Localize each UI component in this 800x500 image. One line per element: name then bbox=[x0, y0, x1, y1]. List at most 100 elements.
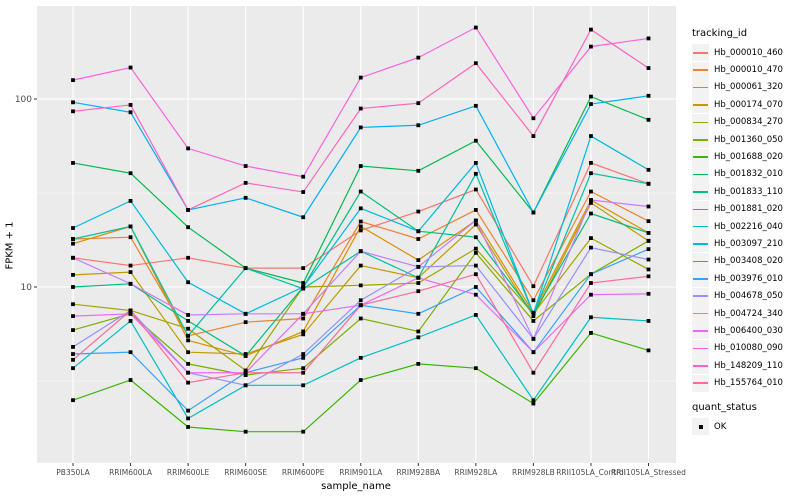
data-point-Hb_001360_050 bbox=[358, 316, 363, 321]
data-point-Hb_003408_020 bbox=[71, 100, 75, 105]
legend-entry: Hb_000834_270 bbox=[692, 113, 798, 131]
legend-entry: Hb_148209_110 bbox=[692, 357, 798, 375]
data-point-Hb_000010_460 bbox=[301, 266, 306, 271]
data-point-Hb_006400_030 bbox=[416, 275, 421, 280]
data-point-Hb_003097_210 bbox=[473, 161, 478, 165]
data-point-Hb_001832_010 bbox=[589, 94, 593, 99]
data-point-Hb_000010_460 bbox=[589, 161, 593, 165]
data-point-Hb_001881_020 bbox=[646, 181, 651, 186]
data-point-Hb_004724_340 bbox=[473, 218, 478, 223]
data-point-Hb_000174_070 bbox=[128, 270, 133, 275]
legend-entry: Hb_001688_020 bbox=[692, 148, 798, 166]
data-point-Hb_003097_210 bbox=[186, 280, 190, 285]
data-point-Hb_004724_340 bbox=[186, 313, 190, 317]
data-point-Hb_001688_020 bbox=[531, 401, 536, 406]
y-tick-label: 100 bbox=[15, 95, 32, 105]
data-point-Hb_001688_020 bbox=[358, 378, 363, 382]
legend-entry: Hb_001832_010 bbox=[692, 165, 798, 183]
legend-line-swatch bbox=[693, 347, 708, 350]
data-point-Hb_003976_010 bbox=[128, 350, 133, 355]
data-point-Hb_148209_110 bbox=[243, 180, 248, 185]
data-point-Hb_001688_020 bbox=[128, 378, 133, 382]
data-point-Hb_010080_090 bbox=[473, 25, 478, 30]
legend-line-swatch bbox=[693, 382, 708, 384]
legend-entry-label: Hb_003976_010 bbox=[714, 273, 783, 284]
data-point-Hb_001881_020 bbox=[473, 171, 478, 176]
data-point-Hb_003097_210 bbox=[358, 206, 363, 211]
data-point-Hb_003976_010 bbox=[301, 355, 306, 360]
legend-line-swatch bbox=[693, 260, 708, 263]
data-point-Hb_155764_010 bbox=[301, 370, 306, 375]
data-point-Hb_003408_020 bbox=[646, 93, 651, 98]
x-tick-label-RRIM901LA: RRIM901LA bbox=[339, 468, 383, 477]
data-point-Hb_010080_090 bbox=[358, 75, 363, 80]
legend-key bbox=[692, 270, 709, 288]
data-point-Hb_155764_010 bbox=[243, 370, 248, 375]
data-point-Hb_155764_010 bbox=[589, 281, 593, 285]
data-point-Hb_000061_320 bbox=[416, 258, 421, 263]
data-point-Hb_003976_010 bbox=[71, 352, 75, 356]
legend-line-swatch bbox=[693, 225, 708, 228]
data-point-Hb_003408_020 bbox=[473, 103, 478, 108]
legend-entry-label: Hb_000174_070 bbox=[714, 99, 783, 110]
data-point-Hb_148209_110 bbox=[646, 66, 651, 71]
data-point-Hb_004724_340 bbox=[531, 336, 536, 341]
legend-line-swatch bbox=[693, 295, 708, 298]
legend-entry-label: Hb_002216_040 bbox=[714, 221, 783, 232]
data-point-Hb_004678_050 bbox=[71, 345, 75, 349]
legend-entry-label: Hb_000010_460 bbox=[714, 47, 783, 58]
x-tick-label-PB350LA: PB350LA bbox=[56, 468, 90, 477]
data-point-Hb_002216_040 bbox=[358, 355, 363, 360]
data-point-Hb_155764_010 bbox=[416, 289, 421, 294]
legend-entry: Hb_000010_460 bbox=[692, 44, 798, 62]
x-axis-title: sample_name bbox=[321, 481, 391, 492]
legend-entry: Hb_000061_320 bbox=[692, 78, 798, 96]
legend-entry: Hb_004724_340 bbox=[692, 305, 798, 323]
data-point-Hb_155764_010 bbox=[531, 370, 536, 375]
data-point-Hb_000010_460 bbox=[128, 263, 133, 268]
data-point-Hb_010080_090 bbox=[646, 36, 651, 41]
data-point-Hb_010080_090 bbox=[301, 174, 306, 179]
data-point-Hb_002216_040 bbox=[646, 319, 651, 323]
legend-key bbox=[692, 148, 709, 166]
legend: tracking_id Hb_000010_460 Hb_000010_470 Hb… bbox=[692, 28, 798, 392]
legend-line-swatch bbox=[693, 86, 708, 89]
legend-line-swatch bbox=[693, 278, 708, 280]
data-point-Hb_001360_050 bbox=[186, 361, 190, 366]
legend-key bbox=[692, 61, 709, 79]
legend-line-swatch bbox=[693, 365, 708, 367]
data-point-Hb_002216_040 bbox=[301, 383, 306, 388]
legend-key bbox=[692, 322, 709, 340]
data-point-Hb_000174_070 bbox=[589, 201, 593, 205]
data-point-Hb_000834_270 bbox=[416, 281, 421, 285]
data-point-Hb_001832_010 bbox=[473, 138, 478, 143]
legend-key bbox=[692, 96, 709, 114]
data-point-Hb_001688_020 bbox=[473, 366, 478, 371]
data-point-Hb_001688_020 bbox=[243, 429, 248, 434]
data-point-Hb_001832_010 bbox=[128, 171, 133, 176]
data-point-Hb_148209_110 bbox=[186, 208, 190, 212]
legend-key bbox=[692, 339, 709, 357]
legend-key bbox=[692, 218, 709, 236]
data-point-Hb_002216_040 bbox=[186, 416, 190, 421]
data-point-Hb_004678_050 bbox=[243, 383, 248, 388]
legend-key bbox=[692, 418, 709, 436]
data-point-Hb_001881_020 bbox=[589, 171, 593, 176]
data-point-Hb_003408_020 bbox=[589, 102, 593, 106]
data-point-Hb_001688_020 bbox=[589, 330, 593, 335]
data-point-Hb_010080_090 bbox=[128, 65, 133, 70]
data-point-Hb_001688_020 bbox=[646, 348, 651, 353]
data-point-Hb_004678_050 bbox=[646, 257, 651, 262]
legend-quant-status: quant_status OK bbox=[692, 402, 798, 436]
black-square-point-icon bbox=[698, 424, 703, 429]
data-point-Hb_000174_070 bbox=[186, 350, 190, 355]
data-point-Hb_003408_020 bbox=[416, 123, 421, 128]
legend-key bbox=[692, 131, 709, 149]
data-point-Hb_000010_470 bbox=[531, 298, 536, 303]
legend-entry-label: Hb_004724_340 bbox=[714, 308, 783, 319]
data-point-Hb_004724_340 bbox=[646, 204, 651, 209]
legend-key bbox=[692, 165, 709, 183]
legend-entry-label: Hb_001688_020 bbox=[714, 152, 783, 163]
data-point-Hb_000834_270 bbox=[71, 302, 75, 307]
data-point-Hb_001881_020 bbox=[71, 237, 75, 241]
